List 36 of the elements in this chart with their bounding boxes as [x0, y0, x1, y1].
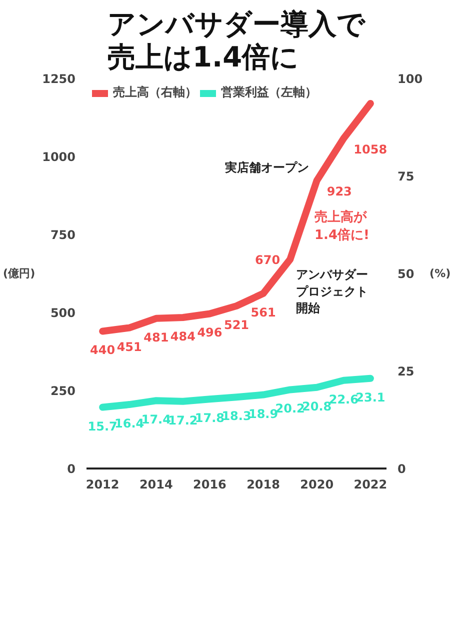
x-tick-label: 2022 [354, 478, 388, 492]
legend-label: 営業利益（左軸） [221, 84, 317, 101]
chart-title: アンバサダー導入で売上は1.4倍に [108, 8, 366, 74]
data-label: 561 [250, 305, 276, 320]
data-label: 521 [224, 318, 250, 332]
y-tick-label: 750 [50, 228, 76, 242]
y2-tick-label: 0 [398, 462, 406, 476]
data-label: 451 [116, 340, 142, 354]
y-tick-label: 1250 [42, 72, 76, 86]
data-label: 16.4 [114, 416, 144, 431]
y2-tick-label: 25 [398, 364, 414, 378]
annotation: アンバサダープロジェクト開始 [296, 267, 368, 316]
y-tick-label: 250 [50, 384, 76, 398]
data-label: 670 [255, 252, 280, 267]
data-label: 440 [90, 343, 116, 358]
x-tick-label: 2020 [300, 478, 334, 492]
data-label: 923 [326, 184, 352, 199]
x-tick-label: 2018 [246, 478, 280, 492]
x-tick-label: 2016 [193, 478, 226, 492]
data-label: 1058 [354, 142, 388, 156]
y-tick-label: 0 [67, 462, 76, 476]
data-label: 484 [170, 329, 196, 344]
data-label: 481 [144, 330, 169, 344]
y-axis-title: (億円) [3, 267, 36, 280]
y-tick-label: 500 [50, 306, 76, 320]
y2-tick-label: 75 [398, 170, 414, 184]
data-label: 496 [197, 326, 222, 340]
x-tick-label: 2014 [139, 478, 173, 492]
annotation: 実店舗オープン [224, 160, 309, 175]
legend-label: 売上高（右軸） [113, 84, 197, 101]
y2-tick-label: 50 [398, 267, 414, 281]
y2-tick-label: 100 [398, 72, 423, 86]
y2-axis-title: (%) [430, 267, 451, 280]
y-tick-label: 1000 [42, 150, 76, 164]
x-tick-label: 2012 [86, 478, 120, 492]
annotation: 売上高が1.4倍に! [314, 209, 370, 244]
